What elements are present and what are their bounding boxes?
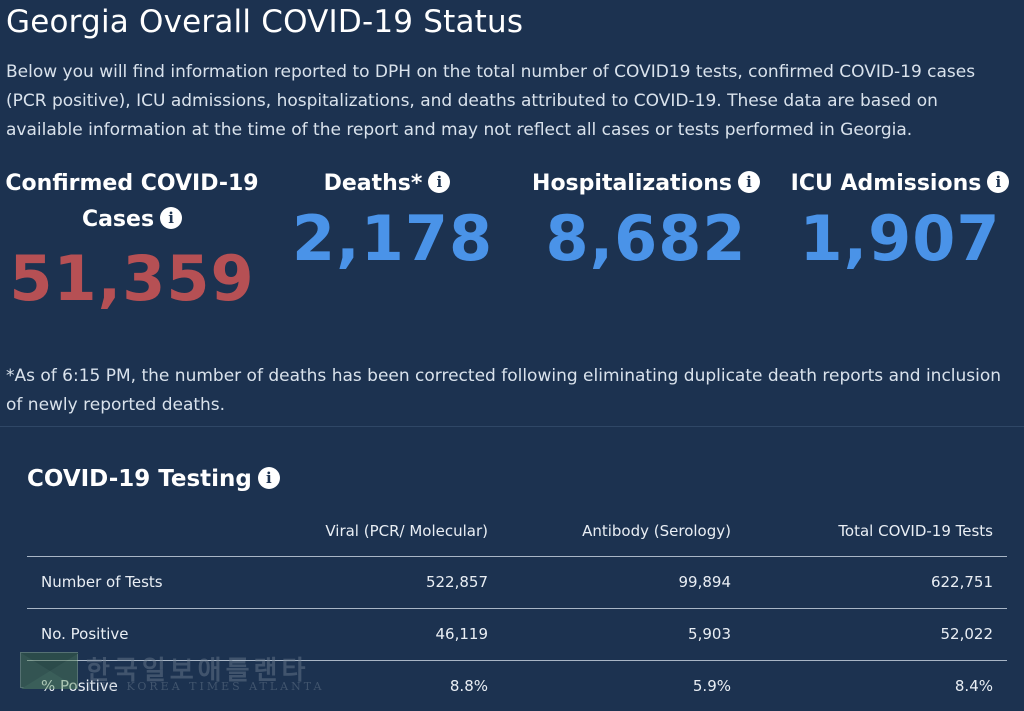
table-row: % Positive 8.8% 5.9% 8.4% xyxy=(27,660,1007,711)
watermark-logo-icon xyxy=(20,652,79,689)
table-header-blank xyxy=(27,506,227,557)
intro-paragraph: Below you will find information reported… xyxy=(6,62,976,140)
table-header-viral: Viral (PCR/ Molecular) xyxy=(227,506,502,557)
antibody-cell: 99,894 xyxy=(502,556,745,609)
info-icon[interactable]: i xyxy=(257,467,280,489)
korea-times-watermark: 한국일보애틀랜타 THE KOREA TIMES ATLANTA xyxy=(20,652,330,694)
confirmed-cases-label: Confirmed COVID-19 Cases i xyxy=(5,171,259,232)
table-row: No. Positive 46,119 5,903 52,022 xyxy=(27,608,1007,661)
hospitalizations-label: Hospitalizations i xyxy=(528,166,764,202)
deaths-value: 2,178 xyxy=(292,202,494,275)
testing-table: Viral (PCR/ Molecular) Antibody (Serolog… xyxy=(27,506,1007,711)
row-label: Number of Tests xyxy=(27,556,227,609)
info-icon[interactable]: i xyxy=(428,171,451,193)
icu-admissions-value: 1,907 xyxy=(799,202,1001,275)
info-icon[interactable]: i xyxy=(737,171,760,193)
antibody-cell: 5.9% xyxy=(502,660,745,711)
antibody-cell: 5,903 xyxy=(502,608,745,661)
icu-admissions-stat: ICU Admissions i 1,907 xyxy=(788,166,1012,275)
page-title: Georgia Overall COVID-19 Status xyxy=(6,4,524,40)
total-cell: 52,022 xyxy=(745,608,1007,661)
icu-admissions-label: ICU Admissions i xyxy=(788,166,1012,202)
watermark-logo-graphic xyxy=(21,653,79,689)
info-icon[interactable]: i xyxy=(987,171,1010,193)
section-divider xyxy=(0,426,1024,427)
table-header-antibody: Antibody (Serology) xyxy=(502,506,745,557)
table-header-row: Viral (PCR/ Molecular) Antibody (Serolog… xyxy=(27,506,1007,557)
row-label: No. Positive xyxy=(27,608,227,661)
deaths-label: Deaths* i xyxy=(292,166,482,202)
hospitalizations-stat: Hospitalizations i 8,682 xyxy=(528,166,764,275)
viral-cell: 8.8% xyxy=(227,660,502,711)
confirmed-cases-stat: Confirmed COVID-19 Cases i 51,359 xyxy=(2,166,262,315)
deaths-stat: Deaths* i 2,178 xyxy=(292,166,494,275)
total-cell: 622,751 xyxy=(745,556,1007,609)
viral-cell: 46,119 xyxy=(227,608,502,661)
watermark-english-text: THE KOREA TIMES ATLANTA xyxy=(86,680,325,693)
testing-title: COVID-19 Testing i xyxy=(27,466,280,492)
info-icon[interactable]: i xyxy=(160,207,183,229)
deaths-footnote: *As of 6:15 PM, the number of deaths has… xyxy=(6,366,1002,415)
row-label: % Positive xyxy=(27,660,227,711)
total-cell: 8.4% xyxy=(745,660,1007,711)
table-header-total: Total COVID-19 Tests xyxy=(745,506,1007,557)
confirmed-cases-value: 51,359 xyxy=(9,242,255,315)
table-row: Number of Tests 522,857 99,894 622,751 xyxy=(27,556,1007,609)
viral-cell: 522,857 xyxy=(227,556,502,609)
watermark-korean-text: 한국일보애틀랜타 xyxy=(86,656,310,686)
hospitalizations-value: 8,682 xyxy=(545,202,747,275)
